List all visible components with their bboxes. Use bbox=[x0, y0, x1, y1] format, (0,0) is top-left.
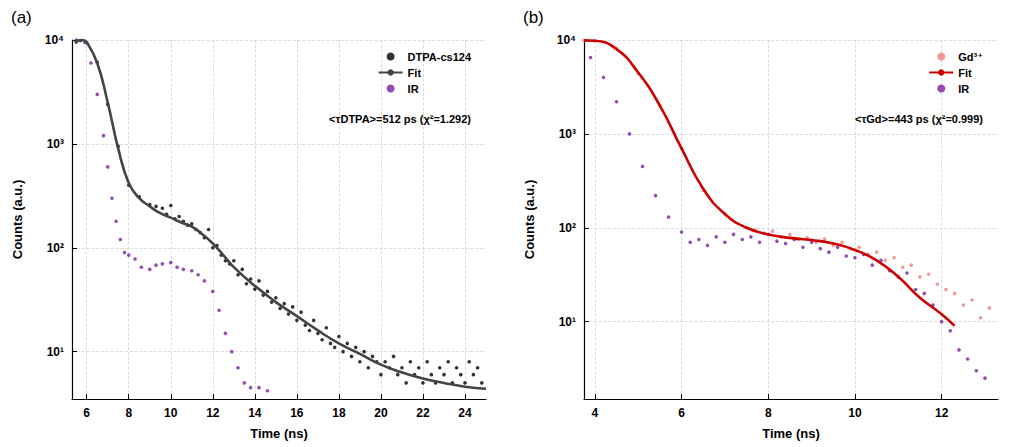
svg-text:Time (ns): Time (ns) bbox=[250, 426, 308, 441]
svg-text:Fit: Fit bbox=[408, 67, 422, 79]
svg-text:Time (ns): Time (ns) bbox=[762, 426, 820, 441]
svg-text:14: 14 bbox=[248, 406, 262, 420]
svg-text:Counts (a.u.): Counts (a.u.) bbox=[10, 180, 25, 259]
svg-text:Counts (a.u.): Counts (a.u.) bbox=[522, 180, 537, 259]
svg-text:(a): (a) bbox=[11, 8, 32, 27]
svg-text:10⁴: 10⁴ bbox=[45, 33, 64, 47]
svg-text:24: 24 bbox=[458, 406, 472, 420]
svg-text:10²: 10² bbox=[559, 221, 576, 235]
svg-text:10¹: 10¹ bbox=[47, 345, 64, 359]
svg-text:IR: IR bbox=[958, 83, 969, 95]
svg-text:16: 16 bbox=[290, 406, 304, 420]
svg-text:6: 6 bbox=[678, 406, 685, 420]
svg-text:10: 10 bbox=[164, 406, 178, 420]
svg-text:10²: 10² bbox=[47, 241, 64, 255]
svg-text:10³: 10³ bbox=[559, 127, 576, 141]
svg-text:20: 20 bbox=[374, 406, 388, 420]
svg-text:DTPA-cs124: DTPA-cs124 bbox=[408, 51, 472, 63]
svg-text:<τGd>=443 ps (χ²=0.999): <τGd>=443 ps (χ²=0.999) bbox=[855, 113, 983, 125]
svg-text:IR: IR bbox=[408, 83, 419, 95]
svg-text:18: 18 bbox=[332, 406, 346, 420]
svg-text:12: 12 bbox=[206, 406, 220, 420]
svg-text:10³: 10³ bbox=[47, 137, 64, 151]
svg-text:8: 8 bbox=[765, 406, 772, 420]
svg-text:6: 6 bbox=[83, 406, 90, 420]
svg-text:10¹: 10¹ bbox=[559, 315, 576, 329]
svg-text:10: 10 bbox=[848, 406, 862, 420]
svg-text:10⁴: 10⁴ bbox=[557, 33, 576, 47]
svg-text:4: 4 bbox=[591, 406, 598, 420]
svg-text:Gd³⁺: Gd³⁺ bbox=[958, 51, 983, 63]
svg-text:12: 12 bbox=[935, 406, 949, 420]
svg-text:8: 8 bbox=[125, 406, 132, 420]
svg-text:(b): (b) bbox=[523, 8, 544, 27]
svg-text:<τDTPA>=512 ps (χ²=1.292): <τDTPA>=512 ps (χ²=1.292) bbox=[329, 113, 471, 125]
svg-text:22: 22 bbox=[416, 406, 430, 420]
svg-text:Fit: Fit bbox=[958, 67, 972, 79]
